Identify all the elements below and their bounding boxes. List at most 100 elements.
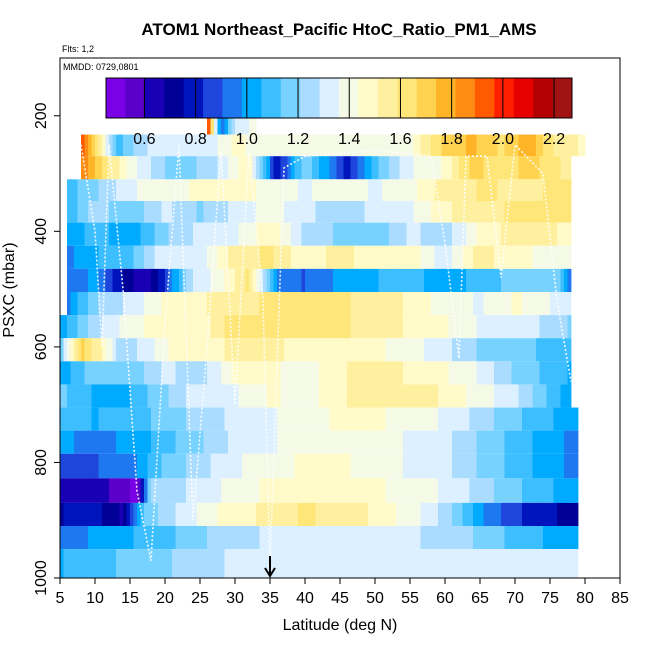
heat-cell — [434, 134, 439, 157]
heat-cell — [424, 502, 428, 526]
heat-cell — [462, 245, 467, 269]
heat-cell — [326, 361, 330, 385]
heat-cell — [284, 361, 288, 385]
heat-cell — [515, 222, 519, 246]
heat-cell — [133, 268, 138, 292]
heat-cell — [382, 292, 386, 316]
colorbar-frame — [105, 77, 573, 119]
heat-cell — [522, 134, 526, 157]
heat-cell — [221, 222, 225, 246]
heat-cell — [536, 156, 540, 180]
heat-cell — [158, 179, 162, 201]
heat-cell — [357, 502, 362, 526]
heat-cell — [522, 478, 526, 503]
heat-cell — [305, 384, 309, 408]
heat-cell — [84, 478, 89, 503]
heat-cell — [536, 338, 540, 362]
heat-cell — [291, 292, 295, 316]
heat-cell — [154, 478, 159, 503]
heat-cell — [259, 526, 264, 550]
heat-cell — [70, 361, 75, 385]
heat-cell — [469, 222, 474, 246]
heat-cell — [403, 478, 407, 503]
heat-cell — [480, 549, 484, 578]
heat-cell — [329, 315, 334, 339]
heat-cell — [476, 526, 481, 550]
colorbar-swatch — [494, 78, 515, 118]
heat-cell — [231, 361, 236, 385]
heat-cell — [112, 430, 117, 454]
heat-cell — [315, 453, 320, 479]
heat-cell — [354, 361, 358, 385]
heat-cell — [536, 478, 540, 503]
heat-cell — [385, 292, 390, 316]
heat-cell — [147, 407, 152, 431]
heat-cell — [207, 315, 211, 339]
heat-cell — [119, 478, 124, 503]
heat-cell — [112, 179, 117, 201]
heat-cell — [574, 430, 579, 454]
heat-cell — [476, 315, 481, 339]
heat-cell — [539, 222, 544, 246]
heat-cell — [126, 453, 131, 479]
heat-cell — [315, 315, 320, 339]
heat-cell — [501, 453, 505, 479]
heat-cell — [161, 549, 166, 578]
heat-cell — [466, 502, 470, 526]
heat-cell — [105, 407, 110, 431]
heat-cell — [203, 502, 208, 526]
heat-cell — [340, 549, 344, 578]
heat-cell — [151, 502, 155, 526]
heat-cell — [256, 222, 260, 246]
heat-cell — [287, 292, 292, 316]
heat-cell — [214, 430, 218, 454]
heat-cell — [242, 478, 246, 503]
heat-cell — [497, 292, 502, 316]
heat-cell — [284, 526, 288, 550]
heat-cell — [469, 245, 474, 269]
heat-cell — [571, 478, 575, 503]
heat-cell — [298, 201, 302, 223]
heat-cell — [343, 179, 348, 201]
heat-cell — [413, 179, 418, 201]
heat-cell — [553, 222, 558, 246]
heat-cell — [448, 384, 453, 408]
heat-cell — [224, 384, 229, 408]
heat-cell — [469, 179, 474, 201]
heat-cell — [210, 156, 215, 180]
heat-cell — [399, 268, 404, 292]
heat-cell — [438, 179, 442, 201]
heat-cell — [312, 222, 316, 246]
heat-cell — [368, 478, 372, 503]
heat-cell — [508, 292, 512, 316]
heat-cell — [413, 156, 418, 180]
heat-cell — [399, 384, 404, 408]
heat-cell — [161, 222, 166, 246]
heat-cell — [291, 156, 295, 180]
heat-cell — [389, 430, 393, 454]
heat-cell — [137, 222, 141, 246]
heat-cell — [522, 315, 526, 339]
heat-cell — [319, 156, 323, 180]
heat-cell — [420, 222, 425, 246]
heat-cell — [396, 245, 400, 269]
heat-cell — [532, 179, 537, 201]
heat-cell — [312, 384, 316, 408]
heat-cell — [67, 201, 71, 223]
heat-cell — [168, 361, 173, 385]
heat-cell — [487, 502, 491, 526]
heat-cell — [203, 179, 208, 201]
heat-cell — [378, 315, 383, 339]
heat-cell — [228, 268, 232, 292]
colorbar-swatch — [358, 78, 379, 118]
heat-cell — [301, 268, 306, 292]
heat-cell — [109, 526, 113, 550]
heat-cell — [200, 222, 204, 246]
heat-cell — [525, 134, 530, 157]
heat-cell — [228, 156, 232, 180]
heat-cell — [284, 338, 288, 362]
heat-cell — [441, 268, 446, 292]
x-tick-label: 20 — [156, 590, 174, 607]
heat-cell — [340, 245, 344, 269]
heat-cell — [207, 201, 211, 223]
